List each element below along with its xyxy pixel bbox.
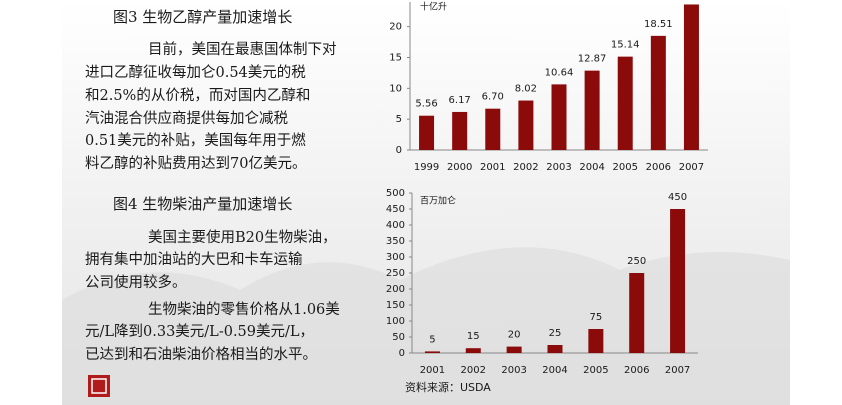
mountain-decoration <box>62 247 790 405</box>
x-tick-label: 2006 <box>624 365 649 376</box>
x-tick-label: 2002 <box>461 365 486 376</box>
x-tick-label: 1999 <box>414 162 439 173</box>
bar <box>683 4 699 151</box>
bar <box>617 56 633 150</box>
paragraph-line: 汽油混合供应商提供每加仑减税 <box>85 109 288 127</box>
data-label: 8.02 <box>515 84 537 95</box>
bar <box>424 351 440 353</box>
paragraph-line: 美国主要使用B20生物柴油， <box>148 229 337 246</box>
bar <box>551 84 567 150</box>
paragraph-line: 和2.5%的从价税，而对国内乙醇和 <box>85 87 310 104</box>
y-tick-label: 150 <box>386 300 405 311</box>
paragraph-line: 拥有集中加油站的大巴和卡车运输 <box>85 251 303 268</box>
data-label: 15.14 <box>611 40 640 51</box>
paragraph-line: 生物柴油的零售价格从1.06美 <box>148 301 340 318</box>
x-tick-label: 2004 <box>579 162 604 173</box>
x-tick-label: 2004 <box>542 365 567 376</box>
bar <box>650 35 666 151</box>
bar <box>670 209 686 353</box>
x-tick-label: 2005 <box>583 365 608 376</box>
x-tick-label: 2005 <box>612 162 637 173</box>
paragraph-line: 料乙醇的补贴费用达到70亿美元。 <box>85 155 306 172</box>
logo-stamp-inner <box>91 378 107 394</box>
data-label: 25 <box>549 328 562 339</box>
y-tick-label: 450 <box>386 204 405 215</box>
data-label: 6.70 <box>482 92 504 103</box>
y-tick-label: 250 <box>386 268 405 279</box>
y-tick-label: 200 <box>386 284 405 295</box>
paragraph-line: 0.51美元的补贴，美国每年用于燃 <box>85 131 306 149</box>
paragraph-line: 已达到和石油柴油价格相当的水平。 <box>85 346 317 363</box>
paragraph-line: 目前，美国在最惠国体制下对 <box>148 41 337 58</box>
source-note: 资料来源：USDA <box>405 380 491 394</box>
y-tick-label: 5 <box>396 114 402 125</box>
data-label: 12.87 <box>578 54 607 65</box>
x-tick-label: 2003 <box>546 162 571 173</box>
section-title: 图4 生物柴油产量加速增长 <box>113 195 292 213</box>
x-tick-label: 2006 <box>646 162 671 173</box>
y-tick-label: 0 <box>396 145 402 156</box>
y-tick-label: 0 <box>399 348 405 359</box>
x-tick-label: 2007 <box>679 162 704 173</box>
content: 图3 生物乙醇产量加速增长目前，美国在最惠国体制下对进口乙醇征收每加仑0.54美… <box>85 1 708 394</box>
data-label: 15 <box>467 331 480 342</box>
data-label: 75 <box>589 312 602 323</box>
bar <box>588 329 604 353</box>
section-title: 图3 生物乙醇产量加速增长 <box>113 8 292 26</box>
bar <box>506 346 522 353</box>
x-tick-label: 2007 <box>665 365 690 376</box>
bar <box>419 115 435 150</box>
y-tick-label: 400 <box>386 220 405 231</box>
y-tick-label: 50 <box>392 332 405 343</box>
data-label: 5.56 <box>415 99 437 110</box>
bar <box>518 100 534 150</box>
paragraph-line: 公司使用较多。 <box>85 273 187 291</box>
y-tick-label: 500 <box>386 188 405 199</box>
bar <box>485 108 501 150</box>
y-axis-unit: 十亿升 <box>420 1 447 13</box>
y-tick-label: 100 <box>386 316 405 327</box>
paragraph-line: 进口乙醇征收每加仑0.54美元的税 <box>85 64 306 81</box>
paragraph-line: 元/L降到0.33美元/L-0.59美元/L， <box>85 323 314 340</box>
y-tick-label: 20 <box>389 22 402 33</box>
data-label: 20 <box>508 330 521 341</box>
data-label: 18.51 <box>644 19 673 30</box>
x-tick-label: 2000 <box>447 162 472 173</box>
logo-stamp <box>88 375 110 397</box>
data-label: 450 <box>668 192 687 203</box>
bar <box>629 273 645 353</box>
y-tick-label: 10 <box>389 83 402 94</box>
data-label: 6.17 <box>449 95 471 106</box>
data-label: 250 <box>627 256 646 267</box>
x-tick-label: 2001 <box>480 162 505 173</box>
data-label: 10.64 <box>545 67 574 78</box>
bar <box>465 348 481 353</box>
x-tick-label: 2002 <box>513 162 538 173</box>
x-tick-label: 2003 <box>501 365 526 376</box>
x-tick-label: 2001 <box>420 365 445 376</box>
y-tick-label: 350 <box>386 236 405 247</box>
y-tick-label: 300 <box>386 252 405 263</box>
data-label: 5 <box>429 334 435 345</box>
bar <box>547 345 563 353</box>
bar <box>584 70 600 150</box>
y-tick-label: 15 <box>389 53 402 64</box>
bar <box>452 111 468 150</box>
y-axis-unit: 百万加仑 <box>420 195 456 207</box>
